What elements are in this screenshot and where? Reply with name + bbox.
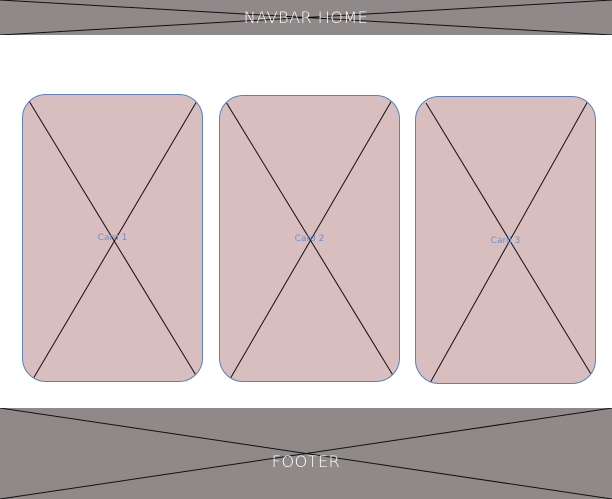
footer: FOOTER <box>0 408 612 499</box>
navbar-placeholder-x <box>0 0 612 35</box>
footer-placeholder-x <box>0 408 612 499</box>
card-1-placeholder-x <box>28 100 198 380</box>
card-2-placeholder-x <box>225 99 395 380</box>
card-1[interactable]: Card 1 <box>22 94 203 382</box>
navbar-home-link[interactable]: NAVBAR HOME <box>243 8 369 27</box>
card-3[interactable]: Card 3 <box>415 96 596 384</box>
card-3-placeholder-x <box>425 100 595 383</box>
card-1-label: Card 1 <box>97 233 128 243</box>
card-2-label: Card 2 <box>294 234 325 244</box>
card-2[interactable]: Card 2 <box>219 95 400 382</box>
navbar: NAVBAR HOME <box>0 0 612 35</box>
card-3-label: Card 3 <box>490 236 521 246</box>
footer-label: FOOTER <box>271 452 341 471</box>
